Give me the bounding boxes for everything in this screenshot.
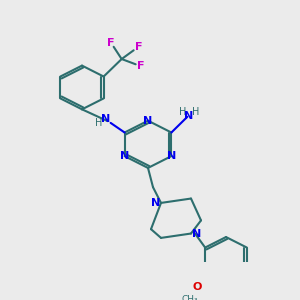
Text: F: F: [135, 42, 142, 52]
Text: H: H: [95, 118, 102, 128]
Text: F: F: [137, 61, 144, 71]
Text: N: N: [152, 198, 160, 208]
Text: O: O: [193, 282, 202, 292]
Text: N: N: [120, 151, 129, 161]
Text: N: N: [143, 116, 153, 126]
Text: N: N: [101, 113, 110, 124]
Text: N: N: [167, 151, 176, 161]
Text: CH₃: CH₃: [182, 296, 199, 300]
Text: F: F: [107, 38, 114, 48]
Text: N: N: [192, 229, 202, 238]
Text: N: N: [184, 111, 193, 121]
Text: H: H: [179, 106, 186, 116]
Text: H: H: [192, 106, 199, 116]
